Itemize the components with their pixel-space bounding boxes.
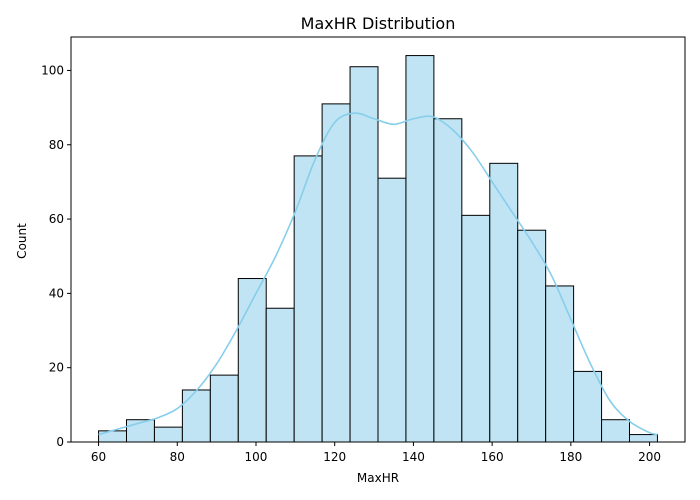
histogram-bar	[293, 155, 323, 443]
histogram-bar	[489, 162, 519, 443]
x-axis-ticks: 60 80 100 120 140 160 180 200	[91, 442, 661, 464]
histogram-bar	[209, 374, 239, 443]
y-tick-label: 100	[41, 63, 64, 77]
y-tick-label: 60	[49, 212, 64, 226]
y-axis-ticks: 0 20 40 60 80 100	[41, 63, 71, 449]
y-axis-label: Count	[15, 223, 29, 259]
x-tick-label: 120	[323, 450, 346, 464]
histogram-bar	[405, 55, 435, 443]
histogram-bar	[629, 434, 658, 443]
histogram-bar	[237, 278, 267, 443]
histogram-bar	[377, 177, 407, 443]
y-tick-label: 40	[49, 286, 64, 300]
histogram-bar	[573, 370, 603, 443]
histogram-bar	[433, 118, 463, 443]
x-tick-label: 80	[170, 450, 185, 464]
histogram-bar	[181, 389, 211, 443]
chart-title: MaxHR Distribution	[301, 14, 456, 33]
y-tick-label: 80	[49, 138, 64, 152]
y-tick-label: 0	[56, 435, 64, 449]
x-tick-label: 180	[559, 450, 582, 464]
x-tick-label: 60	[91, 450, 106, 464]
x-axis-label: MaxHR	[357, 471, 399, 485]
x-tick-label: 160	[481, 450, 504, 464]
histogram-bar	[98, 430, 127, 443]
x-tick-label: 140	[402, 450, 425, 464]
plot-frame	[70, 36, 686, 443]
y-tick-label: 20	[49, 361, 64, 375]
x-tick-label: 100	[245, 450, 268, 464]
histogram-bar	[461, 214, 491, 443]
bars-group	[98, 55, 658, 443]
kde-curve	[98, 112, 658, 436]
histogram-bar	[545, 285, 575, 443]
histogram-bar	[321, 103, 351, 443]
histogram-bar	[153, 426, 183, 443]
x-tick-label: 200	[638, 450, 661, 464]
histogram-bar	[601, 419, 631, 443]
histogram-bar	[265, 307, 295, 443]
histogram-bar	[349, 66, 379, 443]
histogram-bar	[517, 229, 547, 443]
